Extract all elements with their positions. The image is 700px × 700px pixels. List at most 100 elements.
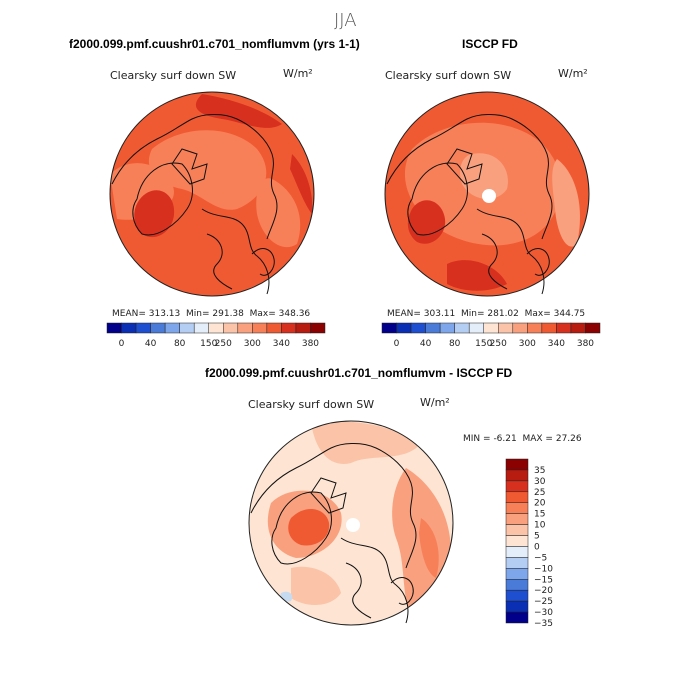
- panel2-colorbar-swatch: [381, 322, 397, 334]
- panel2-min-value: 281.02: [487, 309, 519, 319]
- panel2-colorbar-tick-label: 340: [548, 339, 565, 349]
- panel3-greenland-coast: [271, 491, 332, 565]
- panel3-colorbar-swatch: [505, 568, 529, 580]
- panel2-colorbar-tick-label: 250: [490, 339, 507, 349]
- panel1-colorbar-swatch: [150, 322, 166, 334]
- panel1-colorbar-swatch: [252, 322, 268, 334]
- panel1-colorbar-swatch: [310, 322, 326, 334]
- panel3-colorbar-tick-label: 20: [534, 499, 546, 509]
- panel2-colorbar-tick-label: 80: [449, 339, 461, 349]
- panel2-stats: MEAN= 303.11 Min= 281.02 Max= 344.75: [387, 309, 585, 319]
- panel1-colorbar-tick-label: 340: [273, 339, 290, 349]
- panel1-variable-label: Clearsky surf down SW: [110, 69, 237, 82]
- panel3-colorbar-swatch: [505, 589, 529, 602]
- panel1-colorbar-swatch: [295, 322, 311, 334]
- panel3-colorbar-swatch: [505, 524, 529, 536]
- panel1-colorbar-tick-label: 40: [145, 339, 157, 349]
- panel3-variable-label: Clearsky surf down SW: [248, 398, 375, 411]
- panel3-field-greenland-strong: [288, 508, 330, 546]
- panel3-colorbar-swatch: [505, 535, 529, 547]
- panel2-colorbar-swatch: [468, 322, 484, 334]
- panel3-colorbar-tick-label: −25: [534, 597, 553, 607]
- panel1-mean-label: MEAN=: [112, 309, 146, 319]
- panel1-colorbar-tick-label: 380: [302, 339, 319, 349]
- panel3-americas-coast: [250, 443, 417, 569]
- panel2-map-border: [384, 91, 590, 297]
- panel1-stats: MEAN= 313.13 Min= 291.38 Max= 348.36: [112, 309, 310, 319]
- panel3-colorbar-swatch: [505, 557, 529, 569]
- panel3-colorbar-tick-label: 15: [534, 510, 545, 520]
- panel1-field-north-red: [195, 94, 282, 128]
- panel1-greenland-coast: [132, 162, 193, 236]
- panel3-colorbar-tick-label: 5: [534, 532, 540, 542]
- panel2-field-south-red: [447, 260, 507, 291]
- panel1-colorbar-tick-label: 300: [244, 339, 261, 349]
- panel3-scandinavia-coast: [390, 577, 414, 605]
- panel2-colorbar-swatch: [527, 322, 543, 334]
- panel3-colorbar-swatch: [505, 579, 529, 591]
- panel2-colorbar-swatch: [512, 322, 528, 334]
- panel3-field-east-strong: [419, 518, 439, 578]
- panel1-field-east-orange: [256, 178, 301, 248]
- panel3-colorbar-swatch: [505, 546, 529, 558]
- panel2-americas-coast: [386, 114, 553, 240]
- panel2-colorbar-swatch: [541, 322, 557, 334]
- panel1-colorbar-swatch: [135, 322, 151, 334]
- panel1-field-east-red: [290, 154, 313, 214]
- panel3-pole-hole: [346, 518, 360, 532]
- panel2-colorbar-tick-label: 0: [394, 339, 400, 349]
- season-title: JJA: [334, 10, 357, 31]
- panel1-archipelago-coast: [171, 148, 208, 185]
- panel1-colorbar-tick-label: 80: [174, 339, 186, 349]
- panel2-mean-label: MEAN=: [387, 309, 421, 319]
- panel1-title: f2000.099.pmf.cuushr01.c701_nomflumvm (y…: [69, 37, 360, 51]
- panel1-colorbar-tick-label: 150: [200, 339, 217, 349]
- panel2-colorbar-swatch: [439, 322, 455, 334]
- panel1-colorbar-swatch: [164, 322, 180, 334]
- panel3-colorbar-tick-label: −30: [534, 608, 553, 618]
- panel1-field-arctic-orange: [148, 130, 267, 210]
- panel2-max-label: Max=: [524, 309, 551, 319]
- panel2-title: ISCCP FD: [462, 37, 518, 51]
- panel1-colorbar-tick-label: 250: [215, 339, 232, 349]
- panel3-title: f2000.099.pmf.cuushr01.c701_nomflumvm - …: [205, 366, 513, 380]
- panel2-colorbar-swatch: [410, 322, 426, 334]
- panel2-pole-hole: [482, 189, 496, 203]
- panel3-field-south-peach: [291, 566, 341, 605]
- panel3-units-label: W/m²: [420, 396, 450, 409]
- panel3-colorbar-swatch: [505, 458, 529, 471]
- panel3-colorbar-tick-label: 0: [534, 542, 540, 552]
- panel3-colorbar-tick-label: −20: [534, 586, 553, 596]
- panel2-colorbar-tick-label: 300: [519, 339, 536, 349]
- panel1-map-border: [109, 91, 315, 297]
- panel1-max-value: 348.36: [278, 309, 311, 319]
- panel3-colorbar-tick-label: 30: [534, 477, 546, 487]
- panel3-colorbar-swatch: [505, 480, 529, 493]
- panel1-colorbar-swatch: [106, 322, 122, 334]
- panel3-colorbar-swatch: [505, 611, 529, 624]
- panel2-colorbar-swatch: [556, 322, 572, 334]
- panel1-min-label: Min=: [186, 309, 210, 319]
- panel3-colorbar-tick-label: −15: [534, 575, 553, 585]
- panel1-scandinavia-coast: [251, 248, 275, 276]
- panel2-max-value: 344.75: [553, 309, 586, 319]
- panel2-field-east-peach: [552, 159, 581, 247]
- panel2-min-label: Min=: [461, 309, 485, 319]
- panel2-colorbar-swatch: [425, 322, 441, 334]
- panel3-max-value: 27.26: [555, 434, 582, 444]
- panel3-colorbar-swatch: [505, 502, 529, 514]
- panel1-eurasia-coast: [201, 208, 270, 295]
- panel3-min-value: -6.21: [493, 434, 517, 444]
- panel1-min-value: 291.38: [212, 309, 244, 319]
- panel2-greenland-coast: [407, 162, 468, 236]
- panel3-min-label: MIN =: [463, 434, 491, 444]
- panel2-field-greenland-red: [407, 200, 446, 244]
- panel3-colorbar-tick-label: 25: [534, 488, 545, 498]
- panel3-colorbar-tick-label: −10: [534, 564, 553, 574]
- panel3-map: [248, 420, 454, 626]
- panel3-colorbar-swatch: [505, 513, 529, 525]
- panel1-map: [109, 91, 315, 297]
- panel1-colorbar-swatch: [179, 322, 195, 334]
